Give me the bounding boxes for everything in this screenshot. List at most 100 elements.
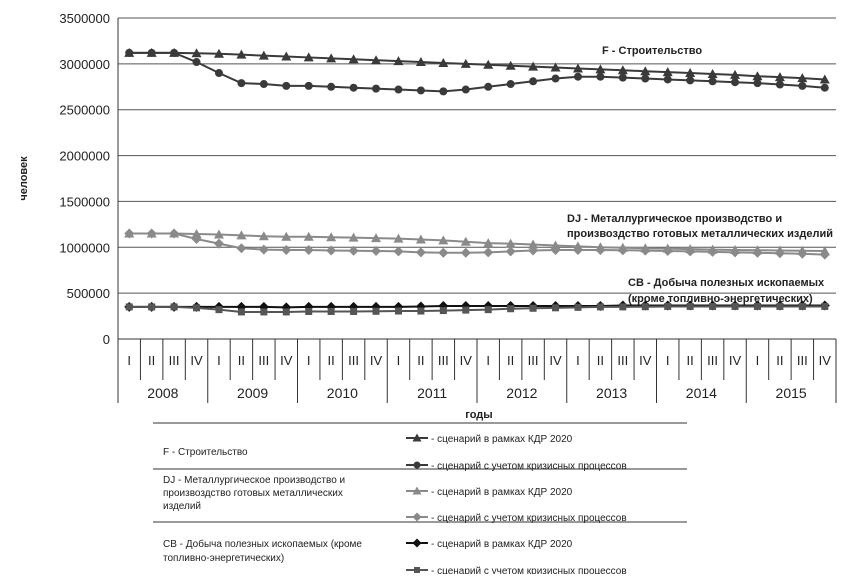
data-point [303,245,314,256]
data-point [258,50,269,60]
data-point [505,238,516,248]
quarter-label: III [438,353,449,368]
data-point [438,57,449,67]
annotation-f: F - Строительство [602,45,702,57]
y-tick-label: 1000000 [59,240,110,255]
year-label: 2010 [327,385,358,401]
data-point [460,247,471,258]
data-point [327,307,335,315]
quarter-label: II [507,353,514,368]
data-point [596,72,605,81]
data-point [730,69,741,79]
data-point [125,303,133,311]
data-point [574,303,582,311]
data-point [439,307,447,315]
data-point [707,68,718,78]
data-point [821,302,829,310]
data-point [731,302,739,310]
quarter-label: II [238,353,245,368]
data-point [753,79,762,88]
legend-label-cb: топливно-энергетических) [163,553,284,564]
data-point [412,486,422,495]
data-point [798,302,806,310]
data-point [236,243,247,254]
data-point [550,240,561,250]
quarter-label: II [687,353,694,368]
quarter-label: III [797,353,808,368]
quarter-label: IV [280,353,293,368]
data-point [774,72,785,82]
quarter-label: I [576,353,580,368]
quarter-label: IV [549,353,562,368]
data-point [281,51,292,61]
data-point [484,306,492,314]
data-point [686,302,694,310]
data-point [394,307,402,315]
data-point [147,48,156,57]
quarter-label: II [328,353,335,368]
data-point [326,245,337,256]
data-point [507,305,515,313]
data-point [282,81,291,90]
data-point [730,247,741,258]
y-tick-label: 3000000 [59,57,110,72]
data-point [483,247,494,258]
data-point [281,231,292,241]
data-point [146,228,157,239]
legend-label-dj: изделий [163,501,201,512]
data-point [348,54,359,64]
data-point [414,567,420,573]
data-point [236,230,247,240]
data-point [573,72,582,81]
data-point [595,245,606,256]
year-label: 2012 [506,385,537,401]
data-point [415,247,426,258]
legend-label-dj: произвоздство готовых металлических [163,488,343,499]
data-point [662,67,673,77]
data-point [281,245,292,256]
quarter-label: IV [460,353,473,368]
data-point [213,48,224,58]
data-point [731,78,740,87]
quarter-label: II [776,353,783,368]
legend-entry-label: - сценарий в рамках КДР 2020 [431,434,573,445]
data-point [191,234,202,245]
data-point [640,245,651,256]
data-point [820,83,829,92]
quarter-label: III [707,353,718,368]
quarter-label: IV [370,353,383,368]
data-point [528,61,539,71]
data-point [326,232,337,242]
data-point [753,302,761,310]
data-point [618,73,627,82]
year-label: 2015 [776,385,807,401]
quarter-label: II [148,353,155,368]
quarter-label: I [397,353,401,368]
data-point [572,63,583,73]
data-point [461,85,470,94]
data-point [169,228,180,239]
data-point [529,77,538,86]
data-point [640,66,651,76]
data-point [191,228,202,238]
data-point [709,302,717,310]
data-point [393,246,404,257]
data-point [416,86,425,95]
series-line-cb-crisis [129,305,825,313]
data-point [170,48,179,57]
data-point [348,232,359,242]
y-tick-label: 2500000 [59,103,110,118]
data-point [686,76,695,85]
series-line-f-kdr [129,51,825,81]
data-point [552,304,560,312]
data-point [236,49,247,59]
quarter-label: IV [190,353,203,368]
y-axis-title: человек [18,156,30,201]
data-point [394,85,403,94]
data-point [529,304,537,312]
data-point [237,79,246,88]
annotation-cb-line1: CB - Добыча полезных ископаемых [628,277,825,289]
data-point [303,52,314,62]
